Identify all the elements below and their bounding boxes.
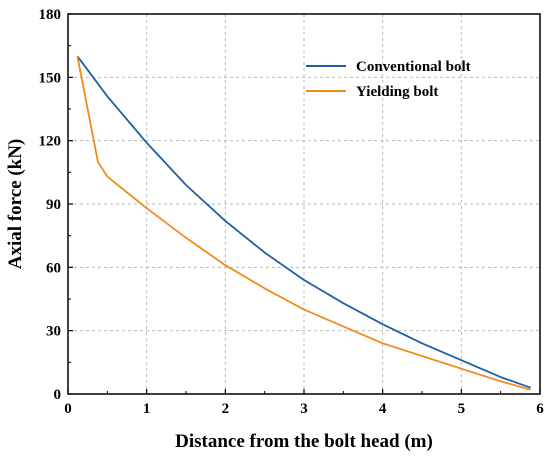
x-tick-label: 2 [222,401,230,417]
y-tick-label: 120 [39,134,62,150]
y-axis-title: Axial force (kN) [5,139,26,270]
x-tick-label: 6 [536,401,544,417]
x-tick-label: 0 [64,401,72,417]
x-axis-title: Distance from the bolt head (m) [175,431,433,452]
legend-label-conventional-bolt: Conventional bolt [356,59,471,75]
y-tick-label: 60 [46,260,61,276]
legend-label-yielding-bolt: Yielding bolt [356,84,438,100]
legend: Conventional bolt Yielding bolt [306,59,471,100]
series-lines [76,55,531,391]
x-tick-label: 1 [143,401,151,417]
x-tick-label: 5 [458,401,466,417]
y-tick-label: 90 [46,197,61,213]
x-tick-label: 3 [300,401,308,417]
y-tick-label: 150 [39,70,62,86]
grid-lines [68,14,540,394]
y-tick-label: 30 [46,324,61,340]
series-line-yielding-bolt [76,56,531,391]
y-tick-label: 180 [39,7,62,23]
x-tick-label: 4 [379,401,387,417]
series-line-conventional-bolt [76,55,531,389]
y-tick-label: 0 [54,387,62,403]
